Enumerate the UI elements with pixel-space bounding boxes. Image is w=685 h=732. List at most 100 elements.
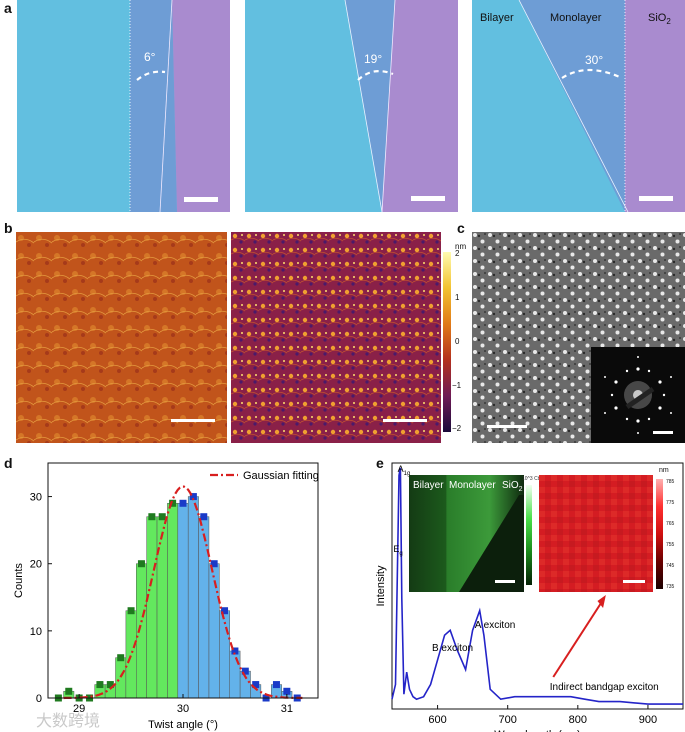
panel-a-image-3-svg [472,0,685,212]
histogram-bar [115,657,127,699]
tem-image [472,232,685,443]
afm-colorbar-tick: 0 [455,337,460,346]
x-tick-label: 29 [73,703,85,715]
edge-line [159,0,173,212]
pl-map-bilayer-label: Bilayer [413,480,444,491]
afm-right-svg [231,232,441,443]
x-tick-label: 600 [428,714,446,726]
annotation-arrow [552,600,604,678]
histogram-point [179,499,187,507]
histogram-bar [198,516,210,699]
histogram-point [65,687,73,695]
pl-intensity-colorbar [526,485,532,585]
histogram-point [241,667,249,675]
histogram-point [117,654,125,662]
scale-bar [171,419,215,422]
monolayer-region [345,0,395,212]
monolayer-region [519,0,625,212]
afm-image-left [16,232,227,443]
histogram-bar [187,496,199,699]
x-axis-label: Twist angle (°) [148,719,218,731]
y-tick-label: 10 [30,626,42,638]
a1g-peak-subscript: 1g [404,471,411,477]
angle-label: 6° [144,50,156,64]
watermark: 大数跨境 [36,713,101,730]
pl-colorbar-tick: 775 [666,500,675,506]
diffraction-pattern [604,356,672,434]
histogram-bar [167,503,179,699]
pl-colorbar-tick: 745 [666,563,675,569]
afm-image-right [231,232,441,443]
edge-line [381,0,396,212]
afm-colorbar [443,252,451,432]
substrate-region [625,0,685,212]
scale-bar [487,425,527,428]
x-tick-label: 31 [281,703,293,715]
pl-wavelength-colorbar [656,479,663,589]
afm-colorbar-unit: nm [455,242,467,251]
panel-a-label: a [4,0,12,16]
panel-a-image-3: Bilayer Monolayer SiO2 30° [472,0,685,212]
histogram-point [137,560,145,568]
histogram-bar [146,516,158,699]
x-axis-label: Wave length (nm) [494,729,580,732]
scale-bar [623,580,645,583]
x-tick-label: 800 [569,714,587,726]
histogram-point [221,607,229,615]
angle-arc [561,68,623,80]
histogram-bar [177,503,189,699]
histogram-point [200,513,208,521]
edge-line [344,0,383,212]
annotation-arrowhead [597,595,606,608]
inset-scale-bar [653,431,673,434]
x-tick-label: 900 [639,714,657,726]
pl-intensity-colorbar-label: 10^3 Cts [522,476,542,482]
panel-d-label: d [4,455,13,471]
histogram-bar [156,516,168,699]
scale-bar [495,580,515,583]
scale-bar [184,197,218,202]
plot-frame [391,462,684,710]
histogram-point [127,607,135,615]
histogram-bar [125,610,137,699]
afm-colorbar-tick: 1 [455,293,460,302]
diffraction-inset [591,347,685,443]
y-axis-label: Counts [13,563,25,598]
bilayer-label: Bilayer [480,12,514,24]
legend-label: Gaussian fitting [243,470,319,482]
monolayer-label: Monolayer [550,12,602,24]
afm-left-svg [16,232,227,443]
afm-colorbar-tick: 2 [455,249,460,258]
substrate-text: SiO [648,12,667,24]
histogram-point [106,681,114,689]
substrate-label: SiO2 [648,12,671,26]
histogram-chart: 0 10 20 30 29 30 31 Twist angle (°) Counts Gaussi… [13,462,319,731]
y-tick-label: 20 [30,559,42,571]
y-axis-label: Intensity [375,565,387,606]
substrate-region [172,0,230,212]
pl-map-monolayer-label: Monolayer [449,480,496,491]
histogram-point [96,681,104,689]
histogram-point [210,560,218,568]
afm-colorbar-tick: −1 [452,381,462,390]
pl-spectrum-line [391,467,683,705]
pl-wavelength-colorbar-unit: nm [659,467,669,474]
angle-label: 19° [364,52,383,66]
panel-b-label: b [4,220,13,236]
pl-intensity-map: Bilayer Monolayer SiO2 [409,475,524,592]
monolayer-region [130,0,177,212]
pl-wavelength-map [539,475,653,592]
substrate-text: SiO [502,480,519,491]
panel-a-image-1: 6° [17,0,230,212]
b-exciton-label: B exciton [432,643,473,654]
a1g-peak-label: A [398,464,404,474]
histogram-point [158,513,166,521]
y-tick-label: 0 [36,693,42,705]
histogram-point [252,681,260,689]
scale-bar [383,419,427,422]
gaussian-fit-curve [63,485,303,700]
eg-peak-subscript: g [399,551,402,557]
pl-spectrum-chart: 600 700 800 900 Wave length (nm) Intensity A1g… [375,462,684,732]
panel-e-label: e [376,455,384,471]
indirect-exciton-label: Indirect bandgap exciton [550,682,659,693]
